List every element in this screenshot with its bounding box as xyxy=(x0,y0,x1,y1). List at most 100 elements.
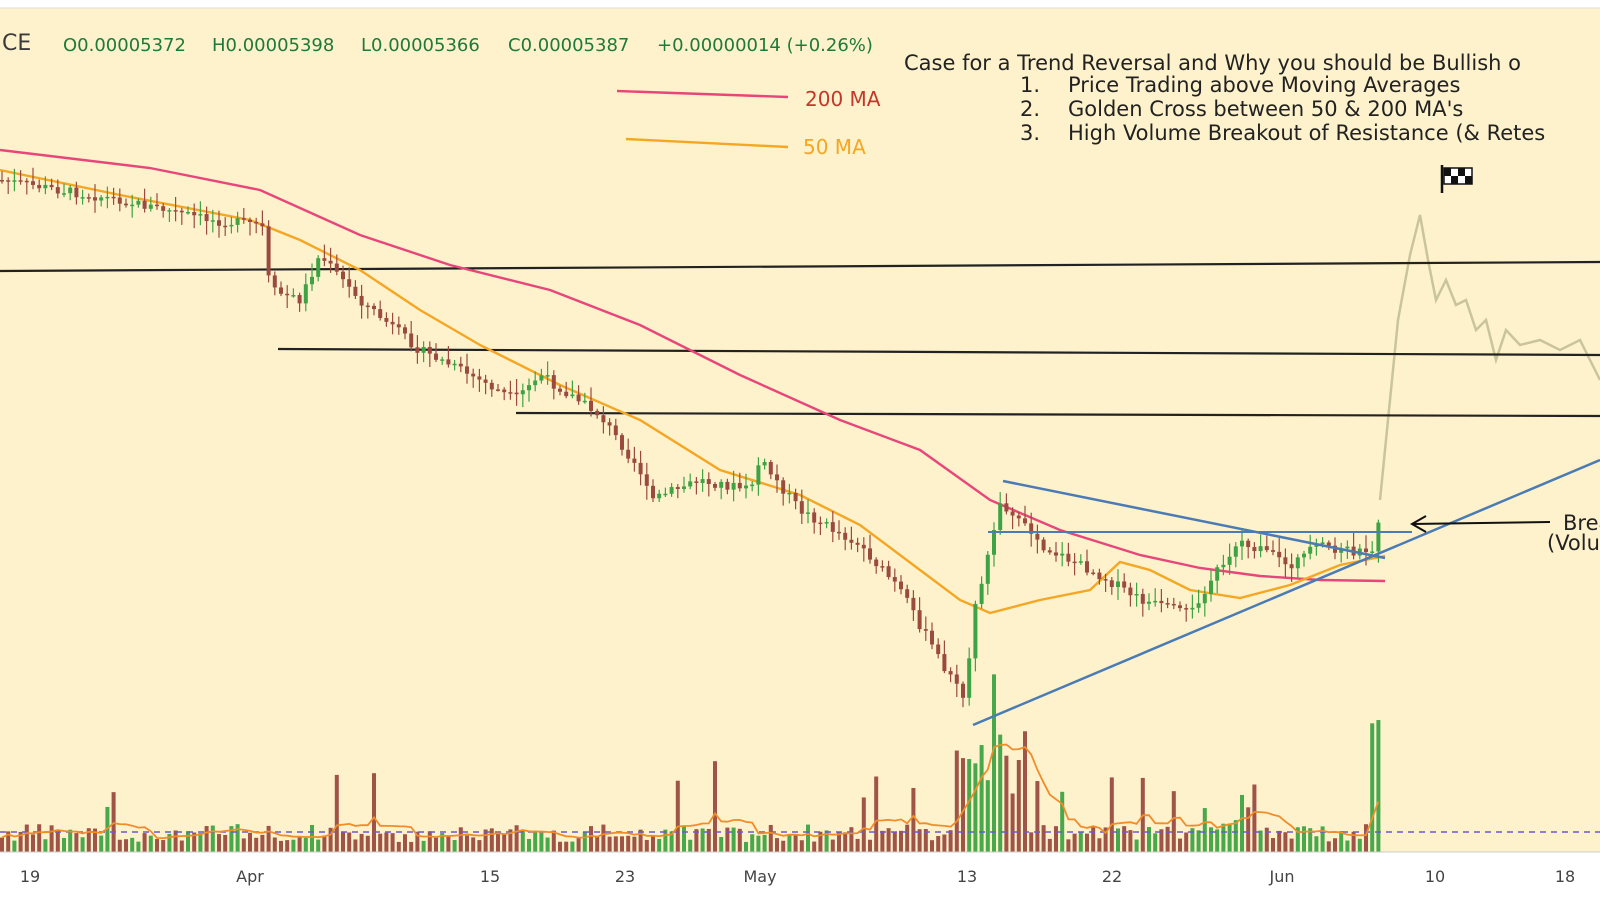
volume-bar xyxy=(111,792,116,852)
volume-bar xyxy=(291,839,296,852)
volume-bar xyxy=(458,827,463,852)
candle-body xyxy=(719,481,724,488)
candle-body xyxy=(589,400,593,411)
candle-body xyxy=(576,394,581,402)
resistance-line-3 xyxy=(515,411,1600,418)
candle-body xyxy=(483,379,488,383)
x-tick-label: May xyxy=(743,867,776,886)
candle-body xyxy=(1116,581,1120,587)
candle-body xyxy=(198,214,203,216)
candle-body xyxy=(973,603,978,659)
candle-body xyxy=(1178,605,1182,609)
volume-bar xyxy=(328,827,333,852)
candle-body xyxy=(818,522,823,525)
volume-bar xyxy=(576,837,581,852)
volume-bar xyxy=(409,841,414,852)
candle-body xyxy=(675,487,680,489)
candle-body xyxy=(1221,564,1226,568)
candle-body xyxy=(1345,546,1350,549)
volume-bar xyxy=(533,830,538,852)
volume-bar xyxy=(651,835,655,852)
candle-body xyxy=(613,425,618,436)
volume-bar xyxy=(607,836,612,852)
candle-body xyxy=(713,483,717,488)
candle-body xyxy=(1333,545,1337,553)
volume-bar xyxy=(824,830,829,852)
volume-bar xyxy=(700,828,705,852)
volume-bar xyxy=(465,835,469,852)
candle-body xyxy=(663,493,668,496)
volume-bar xyxy=(508,829,513,852)
candle-body xyxy=(886,566,891,578)
volume-bar xyxy=(1283,832,1288,852)
volume-bar xyxy=(1178,838,1182,852)
candle-body xyxy=(124,203,128,206)
volume-bar xyxy=(868,839,872,852)
volume-bar xyxy=(1264,827,1269,852)
volume-bar xyxy=(589,826,593,852)
volume-bar xyxy=(496,833,500,852)
candle-body xyxy=(1215,567,1220,581)
volume-bar xyxy=(316,839,321,852)
volume-bar xyxy=(186,831,190,852)
volume-bar xyxy=(620,836,624,852)
candle-body xyxy=(905,589,910,598)
volume-bar xyxy=(985,780,990,852)
candle-body xyxy=(111,196,116,199)
volume-bar xyxy=(1314,836,1319,852)
volume-bar xyxy=(967,759,972,852)
candle-body xyxy=(1072,561,1077,564)
volume-bar xyxy=(365,835,370,852)
candle-body xyxy=(762,461,767,466)
volume-bar xyxy=(1004,755,1009,852)
candle-body xyxy=(1035,533,1040,540)
volume-bar xyxy=(595,836,600,852)
volume-bar xyxy=(638,829,643,852)
volume-bar xyxy=(204,826,209,852)
x-tick-label: Apr xyxy=(236,867,264,886)
volume-bar xyxy=(1054,826,1058,852)
candle-body xyxy=(620,435,624,450)
candle-body xyxy=(446,359,451,365)
change-value: +0.00000014 (+0.26%) xyxy=(657,35,873,56)
candle-body xyxy=(1004,503,1009,512)
volume-bar xyxy=(886,828,891,852)
candle-body xyxy=(737,482,742,489)
candle-body xyxy=(1364,548,1368,552)
candle-body xyxy=(1320,542,1325,544)
volume-bar xyxy=(378,833,383,852)
candle-body xyxy=(564,391,569,397)
candle-body xyxy=(49,184,54,188)
volume-bar xyxy=(706,828,711,852)
volume-bar xyxy=(471,837,476,852)
volume-bar xyxy=(973,763,978,852)
candle-body xyxy=(248,219,252,222)
candle-body xyxy=(372,305,376,310)
volume-bar xyxy=(781,840,786,852)
volume-bar xyxy=(1078,831,1083,852)
breakout-arrowhead xyxy=(1409,515,1427,533)
volume-bar xyxy=(192,832,197,852)
candle-body xyxy=(700,479,705,483)
candle-body xyxy=(1097,572,1102,580)
volume-bar xyxy=(855,838,860,852)
candle-body xyxy=(601,415,606,423)
volume-bar xyxy=(911,787,916,852)
candle-body xyxy=(1252,547,1257,552)
candle-body xyxy=(706,479,711,484)
volume-bar xyxy=(775,838,779,852)
volume-bar xyxy=(173,830,178,852)
x-tick-label: 19 xyxy=(20,867,40,886)
volume-bar xyxy=(1184,832,1189,852)
volume-bar xyxy=(1221,823,1226,852)
candle-body xyxy=(235,218,240,225)
candle-body xyxy=(1370,551,1375,553)
candle-body xyxy=(632,458,637,463)
candle-body xyxy=(1302,553,1306,558)
volume-bar xyxy=(768,824,773,852)
volume-bar xyxy=(1227,823,1232,852)
volume-bar xyxy=(235,824,240,852)
candle-body xyxy=(272,275,277,288)
volume-bar xyxy=(86,828,91,852)
candle-body xyxy=(775,474,779,481)
